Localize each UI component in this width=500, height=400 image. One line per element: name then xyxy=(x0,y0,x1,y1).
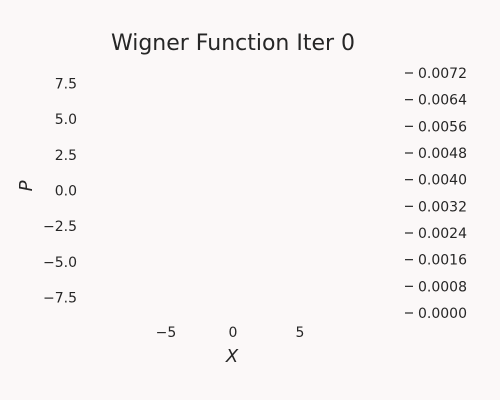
y-axis-label: P xyxy=(16,180,37,191)
x-axis-label: X xyxy=(225,346,239,367)
y-tick-label: −5.0 xyxy=(43,255,77,271)
colorbar-tick-label: 0.0040 xyxy=(418,173,467,189)
y-tick-label: 5.0 xyxy=(55,112,77,128)
colorbar-tick-label: 0.0064 xyxy=(418,93,467,109)
y-axis-ticks: 7.5 5.0 2.5 0.0 −2.5 −5.0 −7.5 xyxy=(43,76,77,306)
y-tick-label: −2.5 xyxy=(43,219,77,235)
x-tick-label: −5 xyxy=(156,325,177,341)
colorbar-tick-label: 0.0016 xyxy=(418,253,467,269)
colorbar-tick-label: 0.0008 xyxy=(418,279,467,295)
y-tick-label: 0.0 xyxy=(55,184,77,200)
x-tick-label: 5 xyxy=(296,325,305,341)
x-axis-ticks: −5 0 5 xyxy=(156,325,305,341)
colorbar-tick-label: 0.0024 xyxy=(418,226,467,242)
y-tick-label: 7.5 xyxy=(55,76,77,92)
chart-title: Wigner Function Iter 0 xyxy=(111,31,355,56)
y-tick-label: −7.5 xyxy=(43,291,77,307)
x-tick-label: 0 xyxy=(229,325,238,341)
y-tick-label: 2.5 xyxy=(55,148,77,164)
colorbar-tick-label: 0.0000 xyxy=(418,306,467,322)
colorbar-tick-label: 0.0072 xyxy=(418,66,467,82)
colorbar-tick-label: 0.0048 xyxy=(418,146,467,162)
colorbar-tick-label: 0.0056 xyxy=(418,119,467,135)
colorbar: 0.0072 0.0064 0.0056 0.0048 0.0040 0.0032 0.00… xyxy=(405,66,467,322)
colorbar-tick-label: 0.0032 xyxy=(418,199,467,215)
